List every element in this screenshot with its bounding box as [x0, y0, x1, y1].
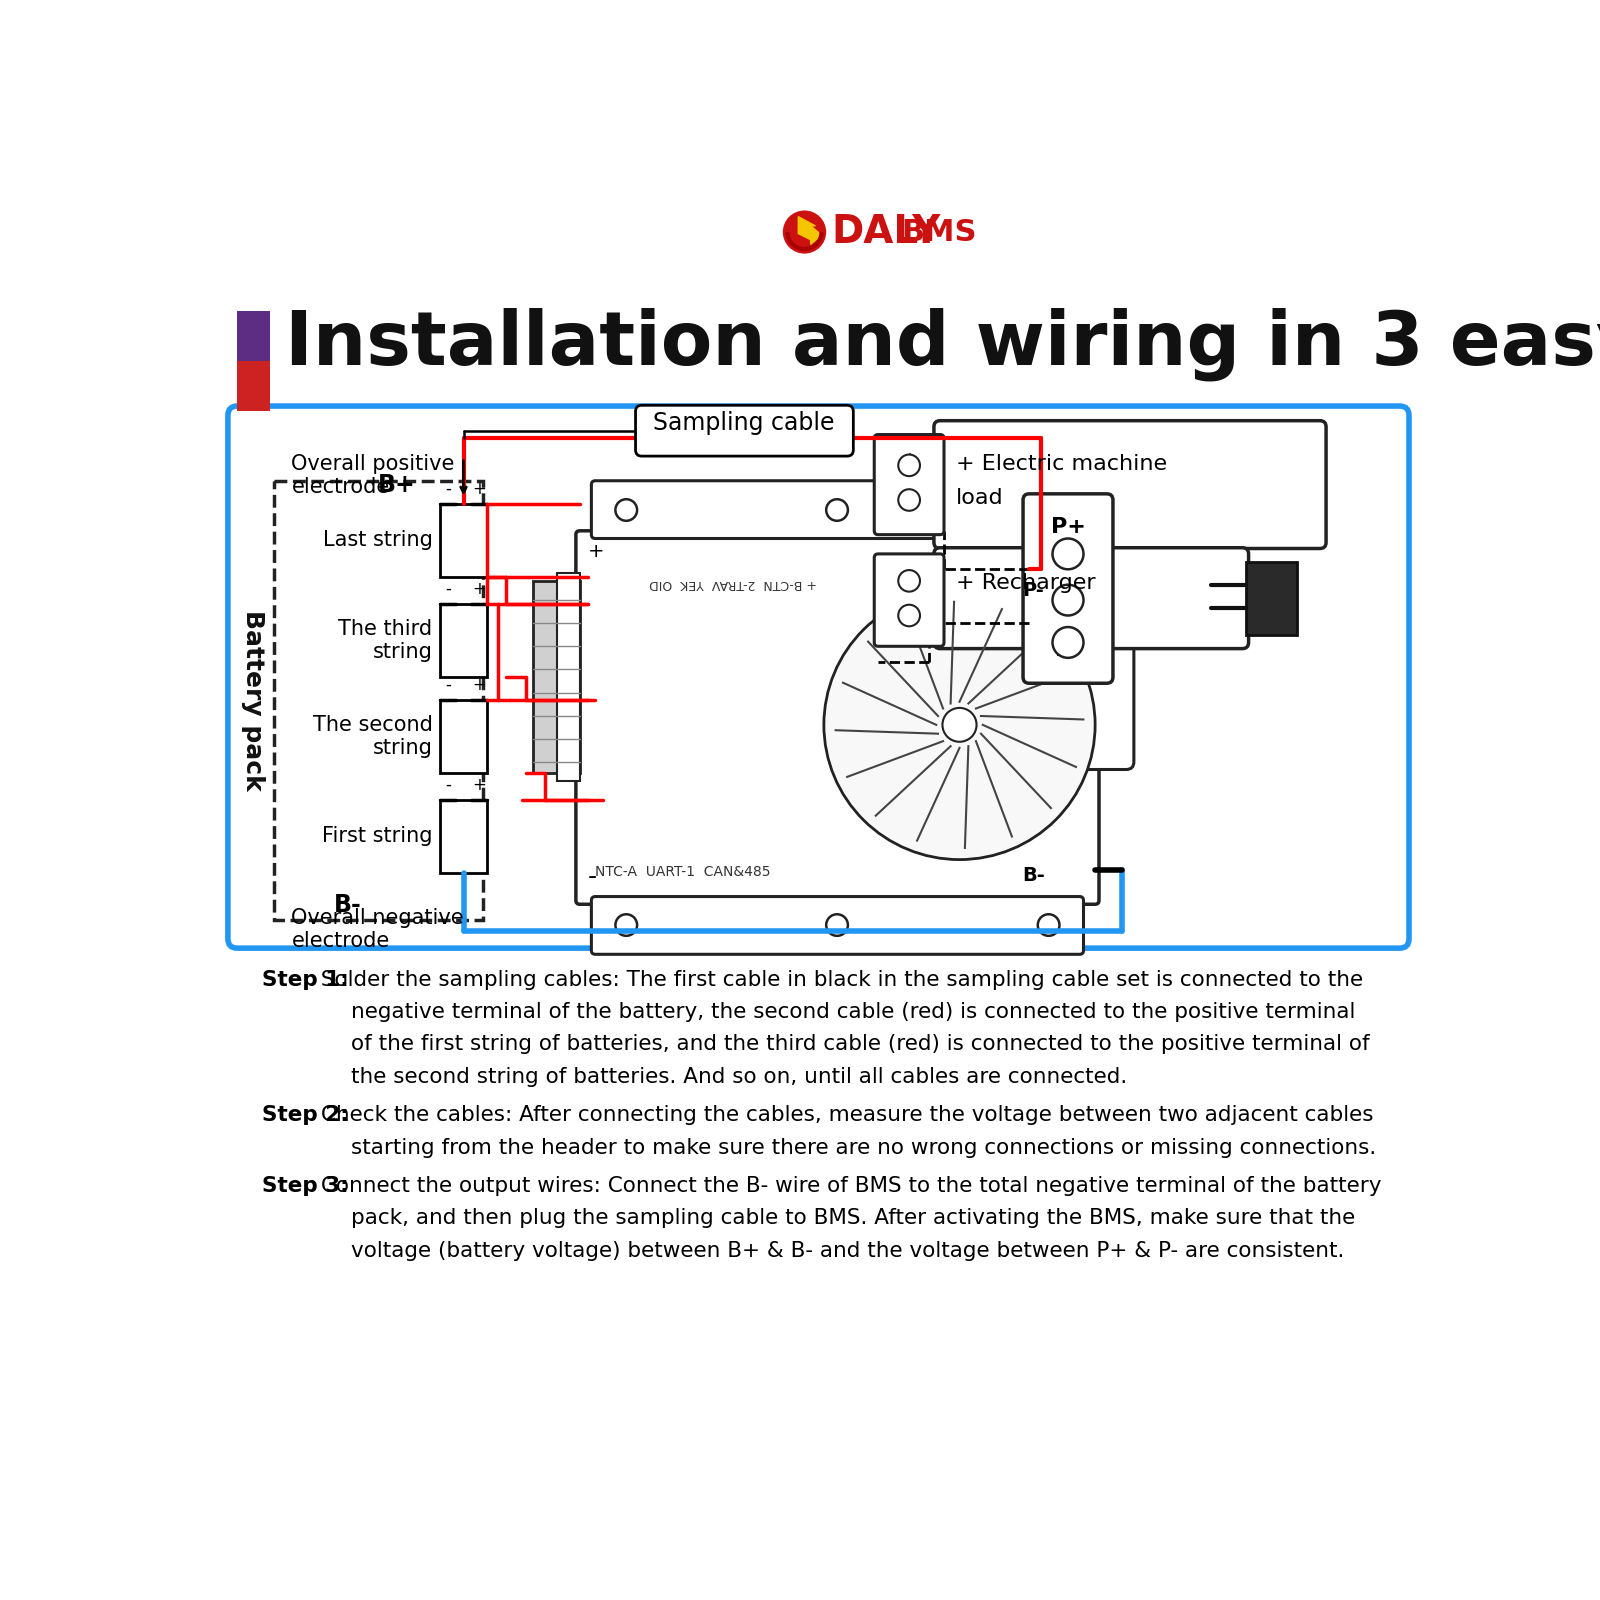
Text: +: + — [472, 480, 486, 498]
Text: Installation and wiring in 3 easy steps: Installation and wiring in 3 easy steps — [285, 307, 1600, 381]
Circle shape — [898, 454, 920, 477]
Text: + Electric machine: + Electric machine — [955, 454, 1166, 474]
FancyBboxPatch shape — [592, 480, 1083, 539]
Circle shape — [898, 570, 920, 592]
FancyBboxPatch shape — [934, 421, 1326, 549]
FancyBboxPatch shape — [592, 896, 1083, 954]
Text: DALY: DALY — [832, 213, 941, 251]
Text: +: + — [902, 450, 917, 467]
Circle shape — [826, 914, 848, 936]
Circle shape — [942, 707, 976, 742]
Text: load: load — [955, 488, 1003, 509]
FancyBboxPatch shape — [1022, 494, 1114, 683]
Text: pack, and then plug the sampling cable to BMS. After activating the BMS, make su: pack, and then plug the sampling cable t… — [350, 1208, 1355, 1229]
Circle shape — [898, 605, 920, 626]
Polygon shape — [798, 216, 821, 245]
Circle shape — [826, 499, 848, 520]
Text: starting from the header to make sure there are no wrong connections or missing : starting from the header to make sure th… — [350, 1138, 1376, 1157]
Circle shape — [616, 914, 637, 936]
Text: BMS: BMS — [901, 218, 978, 246]
Text: Battery pack: Battery pack — [240, 610, 264, 790]
Bar — [440, 603, 486, 677]
FancyBboxPatch shape — [1014, 630, 1134, 770]
Circle shape — [1038, 914, 1059, 936]
Text: B+: B+ — [378, 474, 416, 498]
Bar — [1246, 562, 1296, 635]
Text: of the first string of batteries, and the third cable (red) is connected to the : of the first string of batteries, and th… — [350, 1034, 1370, 1054]
FancyBboxPatch shape — [874, 554, 944, 646]
Circle shape — [616, 499, 637, 520]
Text: Solder the sampling cables: The first cable in black in the sampling cable set i: Solder the sampling cables: The first ca… — [314, 970, 1363, 990]
Text: -: - — [445, 776, 451, 794]
Text: P+: P+ — [1051, 517, 1085, 538]
Text: + B-CTN  2-TRAV  YEK  OID: + B-CTN 2-TRAV YEK OID — [650, 578, 818, 590]
Text: -: - — [906, 480, 914, 501]
Text: +: + — [587, 542, 605, 562]
Text: NTC-A  UART-1  CAN&485: NTC-A UART-1 CAN&485 — [595, 866, 771, 878]
Text: Overall positive
electrode: Overall positive electrode — [291, 454, 454, 498]
FancyBboxPatch shape — [635, 405, 853, 456]
Text: voltage (battery voltage) between B+ & B- and the voltage between P+ & P- are co: voltage (battery voltage) between B+ & B… — [350, 1240, 1344, 1261]
Text: +: + — [472, 579, 486, 598]
Text: Step 1:: Step 1: — [262, 970, 349, 990]
Text: + Recharger: + Recharger — [955, 573, 1096, 594]
Circle shape — [824, 590, 1094, 859]
FancyBboxPatch shape — [533, 581, 579, 773]
Text: P-: P- — [1022, 581, 1043, 600]
FancyBboxPatch shape — [227, 406, 1410, 949]
Bar — [440, 504, 486, 578]
Text: Sampling cable: Sampling cable — [653, 411, 835, 435]
Text: -: - — [906, 598, 914, 618]
Circle shape — [1053, 539, 1083, 570]
Text: -: - — [445, 677, 451, 694]
Text: -: - — [445, 579, 451, 598]
Circle shape — [1038, 499, 1059, 520]
Text: Connect the output wires: Connect the B- wire of BMS to the total negative termi: Connect the output wires: Connect the B-… — [314, 1176, 1381, 1197]
Text: the second string of batteries. And so on, until all cables are connected.: the second string of batteries. And so o… — [350, 1067, 1128, 1086]
Bar — [237, 362, 270, 411]
Text: -: - — [445, 480, 451, 498]
Text: The second
string: The second string — [312, 715, 432, 758]
Text: B-: B- — [334, 893, 362, 917]
Circle shape — [782, 211, 826, 253]
Text: +: + — [902, 566, 917, 586]
Text: +: + — [472, 776, 486, 794]
Bar — [237, 312, 270, 362]
Text: +: + — [472, 677, 486, 694]
Text: Step 2:: Step 2: — [262, 1106, 349, 1125]
Text: P-: P- — [1056, 640, 1080, 661]
Text: The third
string: The third string — [338, 619, 432, 662]
Text: Overall negative
electrode: Overall negative electrode — [291, 909, 464, 952]
FancyBboxPatch shape — [576, 531, 1099, 904]
Text: Check the cables: After connecting the cables, measure the voltage between two a: Check the cables: After connecting the c… — [314, 1106, 1373, 1125]
Text: First string: First string — [322, 827, 432, 846]
Circle shape — [898, 490, 920, 510]
FancyBboxPatch shape — [934, 547, 1248, 648]
Circle shape — [1053, 627, 1083, 658]
Text: -: - — [587, 866, 597, 890]
Bar — [440, 701, 486, 773]
Text: Step 3:: Step 3: — [262, 1176, 349, 1197]
Text: negative terminal of the battery, the second cable (red) is connected to the pos: negative terminal of the battery, the se… — [350, 1002, 1355, 1022]
Text: Last string: Last string — [323, 530, 432, 550]
Text: B-: B- — [1022, 866, 1045, 885]
Bar — [440, 800, 486, 874]
FancyBboxPatch shape — [557, 573, 579, 781]
FancyBboxPatch shape — [874, 435, 944, 534]
Circle shape — [1053, 584, 1083, 616]
